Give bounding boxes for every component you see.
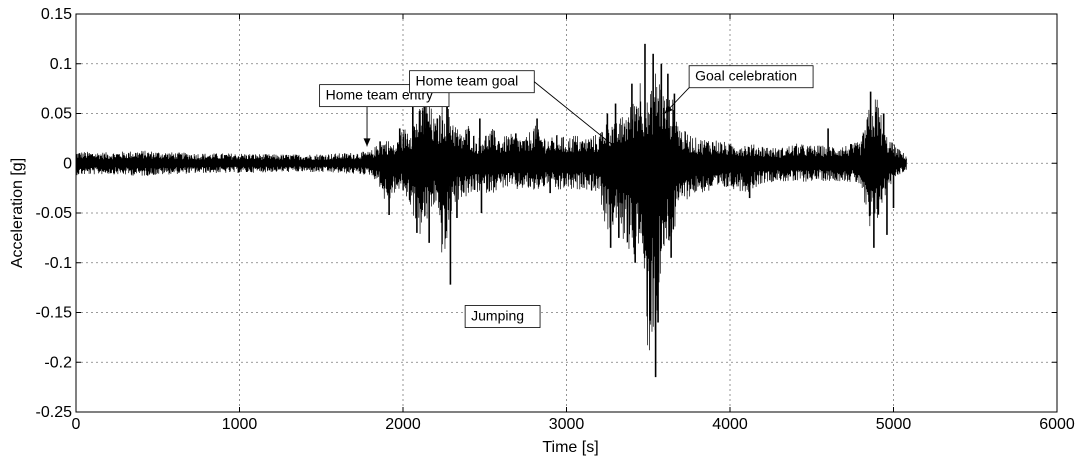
annotation-arrowhead xyxy=(363,138,371,147)
annotation: Jumping xyxy=(464,305,541,328)
x-tick-label: 5000 xyxy=(876,416,912,433)
y-axis-label: Acceleration [g] xyxy=(9,158,26,268)
x-axis-label: Time [s] xyxy=(542,439,598,456)
x-tick-label: 3000 xyxy=(549,416,585,433)
x-tick-label: 4000 xyxy=(712,416,748,433)
x-axis-ticks: 0 1000 2000 3000 4000 5000 6000 xyxy=(72,14,1075,433)
annotation-box xyxy=(688,65,814,89)
annotation-arrowhead xyxy=(664,105,673,114)
x-tick-label: 6000 xyxy=(1039,416,1075,433)
x-tick-label: 0 xyxy=(72,416,81,433)
annotation-arrow xyxy=(533,81,621,152)
x-tick-label: 2000 xyxy=(385,416,421,433)
x-tick-label: 1000 xyxy=(222,416,258,433)
y-tick-label: 0.1 xyxy=(50,56,72,73)
y-tick-label: -0.2 xyxy=(44,354,72,371)
annotation: Goal celebration xyxy=(664,65,814,114)
y-axis-ticks: 0.15 0.1 0.05 0 -0.05 -0.1 -0.15 -0.2 -0.25 xyxy=(36,6,1057,421)
signal-trace xyxy=(75,73,907,351)
annotation-text: Home team goal xyxy=(416,73,519,89)
y-tick-label: 0.05 xyxy=(41,106,72,123)
annotation-text: Home team entry xyxy=(326,87,433,103)
y-tick-label: -0.05 xyxy=(36,205,73,222)
y-tick-label: 0 xyxy=(63,155,72,172)
annotation-arrowhead xyxy=(612,143,621,152)
y-tick-label: -0.25 xyxy=(36,404,73,421)
annotation: Home team entry xyxy=(319,84,450,147)
annotation-box xyxy=(464,305,541,328)
y-tick-label: -0.15 xyxy=(36,305,73,322)
y-tick-label: 0.15 xyxy=(41,6,72,23)
grid xyxy=(76,14,1057,412)
annotation-text: Jumping xyxy=(471,308,524,324)
annotation: Home team goal xyxy=(409,70,621,152)
y-tick-label: -0.1 xyxy=(44,255,72,272)
annotation-text: Goal celebration xyxy=(695,68,797,84)
